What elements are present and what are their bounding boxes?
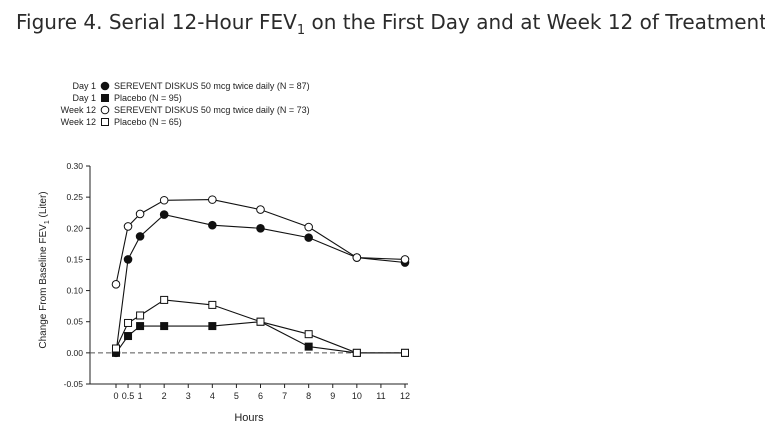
y-tick-label: 0.05 [66,317,83,327]
x-tick-label: 11 [376,391,385,401]
y-tick-label: 0.15 [66,254,83,264]
legend-marker [101,94,109,102]
figure-title-prefix: Figure 4. Serial 12-Hour FEV [16,10,297,34]
x-tick-label: 5 [234,391,239,401]
legend-period: Day 1 [72,93,96,103]
data-point [401,348,409,357]
data-point [208,195,217,204]
data-point [136,322,145,331]
figure-title-suffix: on the First Day and at Week 12 of Treat… [305,10,765,34]
data-point [208,300,217,309]
data-point [124,318,133,327]
data-point [304,222,313,232]
data-point [400,255,410,264]
y-axis-label-subscript: 1 [44,220,51,224]
data-point [256,317,265,326]
y-axis-label: Change From Baseline FEV1 (Liter) [38,191,51,348]
series-4 [112,295,409,357]
x-tick-label: 0 [113,391,118,401]
data-point [304,233,313,242]
y-tick-label: 0.00 [66,348,83,358]
data-point [123,222,133,231]
chart-legend: Day 1 SEREVENT DISKUS 50 mcg twice daily … [61,81,310,127]
legend-marker [101,118,109,126]
legend-period: Week 12 [61,117,96,127]
data-point [159,210,169,219]
x-tick-label: 12 [400,391,410,401]
data-point [352,348,361,357]
y-tick-label: 0.20 [66,223,83,233]
figure-title-subscript: 1 [296,23,306,38]
data-point [112,344,120,353]
data-point [256,223,265,233]
x-axis-label: Hours [234,412,264,424]
data-point [208,220,217,230]
x-tick-label: 6 [258,391,263,401]
series-line [115,214,406,353]
legend-label: SEREVENT DISKUS 50 mcg twice daily (N = … [114,105,310,115]
x-tick-label: 7 [282,391,287,401]
data-point [123,255,133,264]
y-tick-label: 0.25 [66,192,83,202]
y-axis-label-suffix: (Liter) [38,191,49,220]
legend-period: Day 1 [72,81,96,91]
data-point [135,232,145,241]
series-3 [111,195,410,289]
y-tick-label: 0.30 [66,161,83,171]
data-point [160,322,169,331]
legend-period: Week 12 [61,105,96,115]
y-tick-label: -0.05 [64,379,84,389]
x-tick-label: 9 [330,391,335,401]
data-point [159,195,169,205]
data-point [124,332,133,341]
x-tick-label: 3 [186,391,191,401]
data-point [111,280,121,289]
x-tick-label: 2 [162,391,167,401]
x-tick-label: 0.5 [122,391,135,401]
y-axis-label-prefix: Change From Baseline FEV [38,224,49,349]
chart-axes: -0.050.000.050.100.150.200.250.300 0.5 1 2 3… [64,161,410,401]
series-line [115,321,405,354]
x-tick-label: 10 [352,391,362,401]
data-point [135,209,145,219]
legend-label: Placebo (N = 65) [114,117,182,127]
data-point [136,311,145,320]
x-tick-label: 1 [138,391,143,401]
legend-marker [100,105,110,115]
y-tick-label: 0.10 [66,286,83,296]
legend-label: SEREVENT DISKUS 50 mcg twice daily (N = … [114,81,310,91]
figure-title: Figure 4. Serial 12-Hour FEV1 on the Fir… [16,10,765,38]
data-point [208,322,217,331]
series-1 [111,210,410,358]
x-tick-label: 8 [306,391,311,401]
data-point [256,205,265,214]
data-point [304,342,313,351]
data-point [304,330,313,339]
x-tick-label: 4 [210,391,215,401]
legend-marker [100,81,110,91]
legend-label: Placebo (N = 95) [114,93,182,103]
chart-plot-area [111,195,410,358]
data-point [352,253,362,262]
data-point [160,295,169,304]
